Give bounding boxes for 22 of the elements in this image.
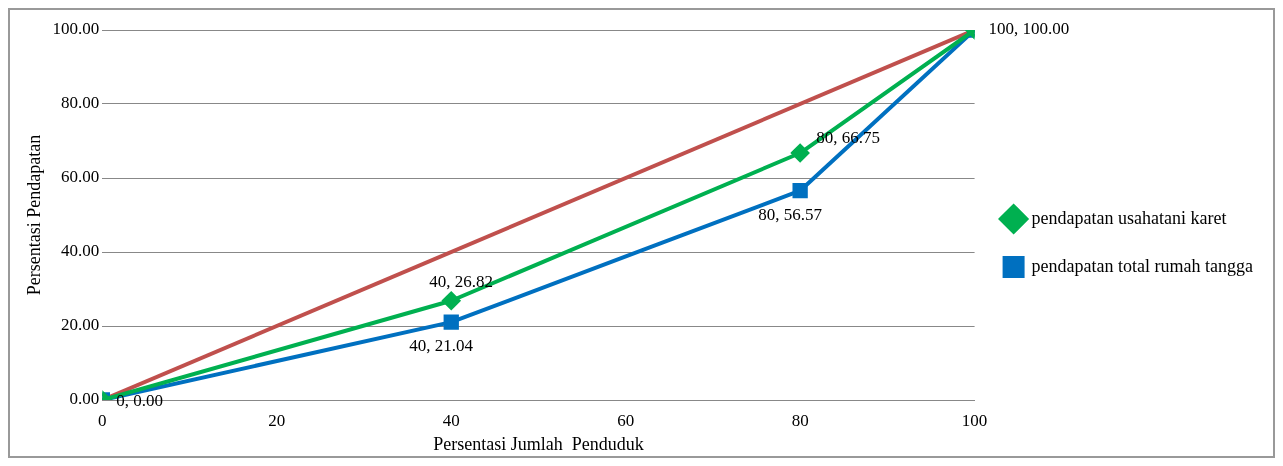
- y-tick-label: 20.00: [61, 315, 100, 335]
- x-axis-title: Persentasi Jumlah Penduduk: [433, 433, 644, 454]
- x-tick-label: 0: [98, 410, 107, 430]
- point: [792, 183, 808, 199]
- y-tick-label: 40.00: [61, 241, 100, 261]
- y-tick-label: 60.00: [61, 167, 100, 187]
- y-tick-label: 100.00: [52, 19, 100, 39]
- x-tick-label: 60: [617, 410, 635, 430]
- data-label: 100, 100.00: [988, 19, 1070, 39]
- data-label: 80, 56.57: [758, 204, 823, 224]
- data-label: 40, 21.04: [409, 336, 474, 356]
- y-tick-label: 0.00: [69, 389, 100, 409]
- x-tick-label: 40: [442, 410, 460, 430]
- data-label: 0, 0.00: [116, 391, 164, 411]
- legend-label: pendapatan usahatani karet: [1031, 207, 1227, 228]
- y-tick-label: 80.00: [61, 93, 100, 113]
- data-label: 40, 26.82: [429, 271, 494, 291]
- x-tick-label: 80: [791, 410, 809, 430]
- y-axis-title: Persentasi Pendapatan: [23, 134, 44, 296]
- x-tick-label: 20: [268, 410, 286, 430]
- legend-label: pendapatan total rumah tangga: [1031, 255, 1254, 276]
- x-tick-label: 100: [961, 410, 988, 430]
